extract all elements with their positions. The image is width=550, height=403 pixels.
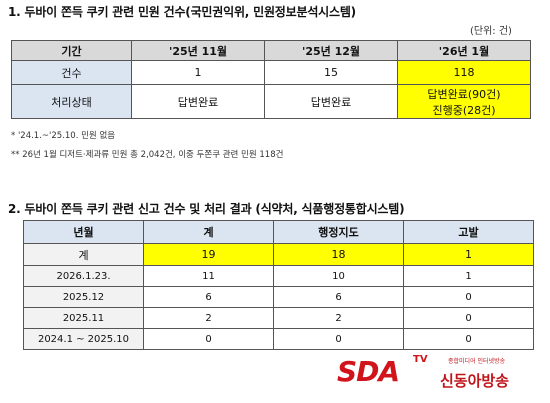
- header-nov25: '25년 11월: [131, 40, 265, 61]
- status-dec25: 답변완료: [264, 84, 398, 119]
- table-cell: 6: [273, 286, 404, 308]
- table-cell: 0: [403, 286, 534, 308]
- header-dec25: '25년 12월: [264, 40, 398, 61]
- table-row-label: 2024.1 ~ 2025.10: [23, 328, 144, 350]
- header-period: 기간: [11, 40, 132, 61]
- table-cell: 6: [143, 286, 274, 308]
- table-cell: 10: [273, 265, 404, 287]
- row-label-status: 처리상태: [11, 84, 132, 119]
- row-label-sum: 계: [23, 243, 144, 266]
- header-guidance: 행정지도: [273, 220, 404, 244]
- logo-tv: TV: [413, 354, 428, 365]
- table-cell: 1: [403, 265, 534, 287]
- sum-guidance: 18: [273, 243, 404, 266]
- logo-mark: SDA: [337, 355, 400, 388]
- unit-label: (단위: 건): [470, 26, 512, 37]
- row-label-count: 건수: [11, 60, 132, 85]
- header-yearmonth: 년월: [23, 220, 144, 244]
- table-cell: 2: [143, 307, 274, 329]
- count-nov25: 1: [131, 60, 265, 85]
- header-complaint: 고발: [403, 220, 534, 244]
- reports-table: 년월 계 행정지도 고발 계 19 18 1 2026.1.23. 11 10 …: [23, 220, 534, 350]
- count-jan26: 118: [397, 60, 531, 85]
- note-1: * '24.1.~'25.10. 민원 없음: [11, 131, 116, 141]
- count-dec25: 15: [264, 60, 398, 85]
- logo-name: 신동아방송: [440, 372, 510, 390]
- table-cell: 0: [403, 328, 534, 350]
- status-nov25: 답변완료: [131, 84, 265, 119]
- header-total: 계: [143, 220, 274, 244]
- table-cell: 0: [273, 328, 404, 350]
- table-row-label: 2026.1.23.: [23, 265, 144, 287]
- table-cell: 2: [273, 307, 404, 329]
- sum-complaint: 1: [403, 243, 534, 266]
- note-2: ** 26년 1월 디저트·제과류 민원 총 2,042건, 이중 두쫀쿠 관련…: [11, 150, 284, 160]
- section2-title: 2. 두바이 쫀득 쿠키 관련 신고 건수 및 처리 결과 (식약처, 식품행정…: [8, 202, 405, 216]
- complaints-table: 기간 '25년 11월 '25년 12월 '26년 1월 건수 1 15 118…: [11, 40, 531, 119]
- status-jan26: 답변완료(90건) 진행중(28건): [397, 84, 531, 119]
- logo-tagline: 종합미디어 인터넷방송: [448, 358, 506, 365]
- status-jan26-pending: 진행중(28건): [432, 103, 496, 117]
- header-jan26: '26년 1월: [397, 40, 531, 61]
- table-row-label: 2025.11: [23, 307, 144, 329]
- table-cell: 0: [143, 328, 274, 350]
- status-jan26-done: 답변완료(90건): [427, 87, 501, 101]
- table-cell: 11: [143, 265, 274, 287]
- table-row-label: 2025.12: [23, 286, 144, 308]
- section1-title: 1. 두바이 쫀득 쿠키 관련 민원 건수(국민권익위, 민원정보분석시스템): [8, 5, 356, 19]
- sum-total: 19: [143, 243, 274, 266]
- table-cell: 0: [403, 307, 534, 329]
